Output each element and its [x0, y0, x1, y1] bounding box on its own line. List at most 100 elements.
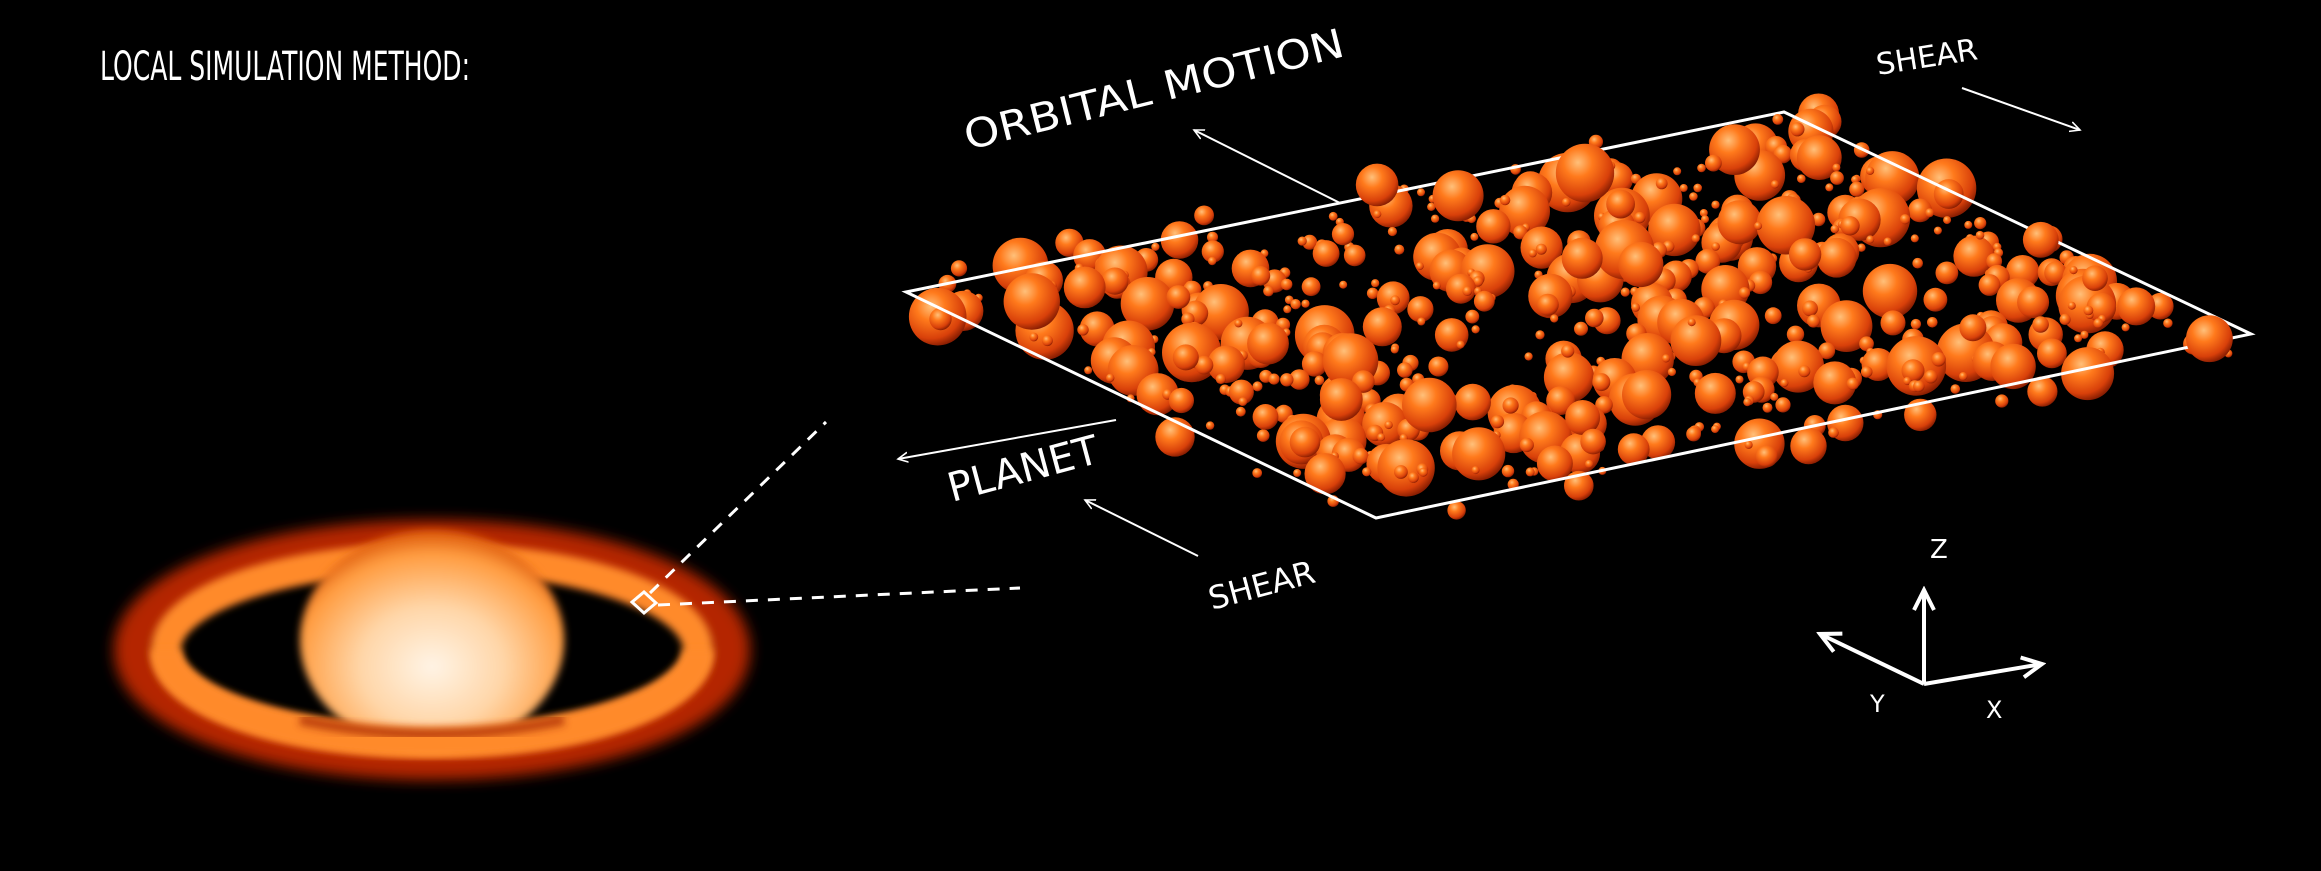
particle [1172, 344, 1199, 371]
particle [1953, 235, 1995, 277]
particle [1679, 184, 1688, 192]
particle [1606, 189, 1635, 219]
particle [1263, 285, 1274, 297]
particle [1283, 305, 1292, 314]
particle [1041, 335, 1053, 347]
particle [2121, 323, 2130, 332]
particle [2080, 330, 2089, 339]
particle [1565, 400, 1601, 435]
particle [1471, 466, 1480, 475]
particle [1366, 287, 1379, 299]
particle [1431, 214, 1440, 223]
particle [1790, 427, 1827, 465]
particle [1490, 415, 1505, 429]
particle [1312, 240, 1340, 267]
particle [2093, 318, 2104, 329]
particle [1755, 445, 1778, 468]
orbital-motion-label: ORBITAL MOTION [959, 21, 1349, 160]
particle [1402, 377, 1457, 433]
particle [1252, 381, 1263, 392]
particle [1735, 375, 1744, 384]
x-axis-label: X [1986, 696, 2002, 724]
z-axis-label: Z [1930, 535, 1948, 565]
particle [1667, 367, 1676, 377]
particle [1857, 243, 1866, 252]
particle [1247, 322, 1289, 365]
particle [1499, 185, 1550, 237]
particle [1290, 299, 1301, 310]
particle [1825, 183, 1834, 192]
particle [1029, 332, 1039, 342]
particle [1454, 383, 1491, 421]
particle [1950, 384, 1961, 394]
particle [1462, 286, 1473, 296]
particle [1235, 406, 1246, 417]
particle [1280, 373, 1294, 387]
particle [1620, 287, 1630, 297]
particle [1003, 273, 1060, 330]
particle [1694, 372, 1736, 414]
particle [1181, 312, 1195, 326]
particle [1798, 365, 1811, 378]
particle [1904, 398, 1937, 432]
particle [1797, 174, 1806, 183]
particle [1328, 211, 1338, 221]
particle [1215, 373, 1226, 385]
particle [1077, 324, 1089, 336]
particle [1711, 200, 1720, 209]
particle [1691, 234, 1700, 243]
particle [1912, 257, 1923, 269]
particle [1925, 208, 1935, 218]
particle [1796, 135, 1842, 181]
particle [1709, 124, 1760, 175]
particle [1362, 467, 1372, 477]
particle [1748, 270, 1773, 295]
particle [1561, 344, 1575, 358]
particle [1790, 122, 1805, 137]
particle [1301, 299, 1310, 308]
particle [1536, 293, 1559, 316]
particle [1407, 296, 1434, 323]
particle [1280, 278, 1293, 291]
particle [1846, 377, 1860, 390]
particle [2086, 292, 2117, 323]
y-axis-label: Y [1869, 690, 1885, 718]
particle [2061, 347, 2115, 401]
particle [1447, 501, 1466, 520]
particle [1535, 243, 1547, 255]
particle [2163, 318, 2173, 328]
particle [2017, 286, 2050, 319]
particle [1959, 372, 1968, 381]
particle [1964, 220, 1973, 229]
shear-bottom-label: SHEAR [1204, 553, 1319, 618]
particle [1418, 467, 1428, 477]
particle [1924, 370, 1938, 384]
particle [1387, 226, 1397, 237]
particle [1535, 330, 1545, 340]
particle [1754, 221, 1763, 230]
particle [1820, 300, 1873, 352]
particle [1499, 194, 1511, 206]
particle [2117, 287, 2156, 326]
particle [1452, 427, 1506, 481]
particle [1390, 345, 1399, 354]
particle [1377, 433, 1386, 442]
particle [1631, 303, 1640, 312]
particle [1910, 318, 1922, 330]
particle [1304, 453, 1346, 495]
particle [1417, 317, 1426, 326]
particle [1686, 426, 1701, 442]
particle [1470, 232, 1479, 241]
particle [1151, 242, 1160, 251]
axes-triad: Z Y X [1820, 535, 2042, 724]
particle [1252, 468, 1263, 478]
particle [1194, 355, 1214, 375]
particle [1592, 373, 1611, 392]
particle [1228, 379, 1254, 405]
particle [1301, 351, 1328, 377]
particle [2059, 313, 2071, 325]
particle [1818, 342, 1836, 360]
x-axis-arrow [1923, 664, 2042, 686]
particle [2083, 305, 2094, 316]
